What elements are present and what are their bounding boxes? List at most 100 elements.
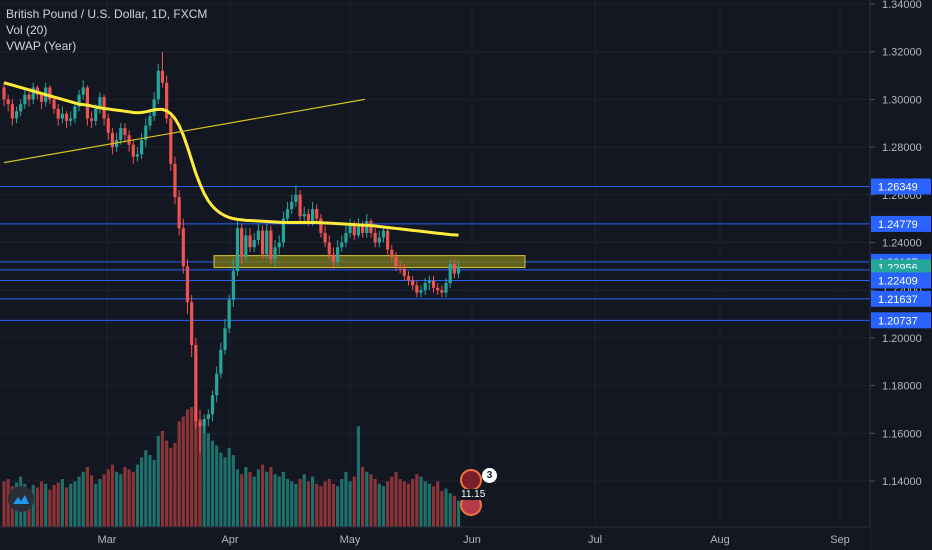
volume-bar [348, 481, 352, 527]
volume-bar [315, 483, 319, 527]
candle-body [315, 209, 319, 219]
price-label-text: 1.24779 [878, 219, 918, 231]
volume-bar [31, 485, 35, 527]
volume-bar [77, 476, 81, 527]
candle-body [456, 266, 461, 274]
price-tick-label: 1.20000 [882, 333, 922, 345]
volume-bar [198, 419, 202, 527]
volume-bar [248, 471, 252, 527]
volume-bar [361, 467, 365, 527]
volume-bar [319, 486, 323, 527]
volume-indicator-label[interactable]: Vol (20) [6, 23, 48, 37]
volume-bar [56, 482, 60, 527]
volume-bar [114, 471, 119, 527]
horizontal-lines[interactable] [0, 185, 870, 321]
candle-body [127, 135, 131, 145]
volume-bar [69, 483, 73, 527]
price-tick-label: 1.16000 [882, 428, 922, 440]
candle-body [23, 94, 27, 105]
volume-bar [35, 487, 39, 527]
candle-body [394, 256, 398, 267]
price-label-text: 1.26349 [878, 181, 918, 193]
candle-body [452, 263, 456, 274]
price-label-box [871, 215, 931, 232]
time-tick-label: Apr [221, 534, 238, 546]
volume-bar [169, 447, 173, 527]
price-label-box [871, 290, 931, 307]
volume-bar [402, 481, 406, 527]
volume-bar [260, 464, 265, 527]
candle-body [402, 268, 406, 276]
volume-bar [265, 471, 269, 527]
candle-body [206, 414, 210, 419]
candle-body [440, 290, 444, 293]
volume-bar [281, 471, 285, 527]
candle-body [202, 418, 206, 427]
volume-bar [285, 479, 290, 527]
volume-bar [323, 481, 327, 527]
candle-body [306, 213, 311, 222]
volume-bar [44, 483, 48, 527]
candle-body [194, 345, 198, 422]
time-tick-label: Jun [463, 534, 481, 546]
candle-body [177, 197, 181, 229]
candle-body [373, 232, 377, 243]
volume-bar [94, 483, 98, 527]
candle-body [185, 266, 190, 303]
candle-body [390, 249, 394, 257]
candle-body [85, 87, 89, 119]
volume-bar [231, 455, 235, 527]
volume-bar [190, 407, 194, 527]
time-tick-label: Mar [98, 534, 117, 546]
price-tick-label: 1.32000 [882, 47, 922, 59]
volume-bar [244, 467, 248, 527]
candle-body [336, 247, 340, 262]
time-tick-label: May [340, 534, 361, 546]
volume-bar [411, 479, 415, 527]
candle-body [106, 118, 110, 133]
candle-body [381, 230, 386, 238]
volume-bars [2, 407, 461, 527]
trend-line[interactable] [3, 98, 365, 164]
event-markers[interactable] [460, 469, 482, 516]
price-labels: 1.263491.247791.231871.2295607:45:251.22… [871, 178, 931, 329]
candle-body [265, 230, 269, 255]
uk-flag-icon[interactable] [460, 469, 482, 491]
volume-bar [277, 476, 281, 527]
volume-bar [427, 483, 431, 527]
candle-body [331, 254, 336, 262]
vwap-indicator-label[interactable]: VWAP (Year) [6, 39, 77, 53]
candle-body [273, 247, 277, 260]
time-tick-label: Sep [830, 534, 850, 546]
candle-body [386, 230, 390, 250]
volume-bar [431, 486, 436, 527]
support-zone[interactable] [213, 255, 526, 269]
chart-legend[interactable]: British Pound / U.S. Dollar, 1D, FXCM Vo… [6, 6, 207, 54]
volume-bar [406, 483, 411, 527]
volume-bar [177, 421, 181, 527]
events-count-badge[interactable]: 3 [482, 468, 497, 483]
price-label-text: 1.20737 [878, 315, 918, 327]
volume-bar [273, 474, 277, 527]
volume-bar [252, 476, 256, 527]
volume-bar [294, 483, 298, 527]
candle-body [169, 118, 173, 164]
volume-bar [48, 489, 52, 527]
tradingview-logo-icon[interactable] [8, 486, 34, 512]
volume-bar [444, 488, 448, 527]
event-number: 11.15 [460, 489, 487, 500]
volume-bar [173, 443, 177, 527]
candle-body [356, 225, 361, 236]
symbol-title[interactable]: British Pound / U.S. Dollar, 1D, FXCM [6, 7, 208, 21]
volume-bar [290, 481, 294, 527]
candle-body [323, 232, 327, 243]
volume-bar [89, 475, 94, 527]
time-axis[interactable] [0, 527, 870, 550]
candle-body [327, 242, 331, 255]
trend-line-segment [3, 98, 365, 164]
candle-body [444, 283, 448, 293]
candle-body [64, 113, 69, 121]
candle-body [119, 128, 123, 140]
volume-bar [106, 469, 110, 527]
